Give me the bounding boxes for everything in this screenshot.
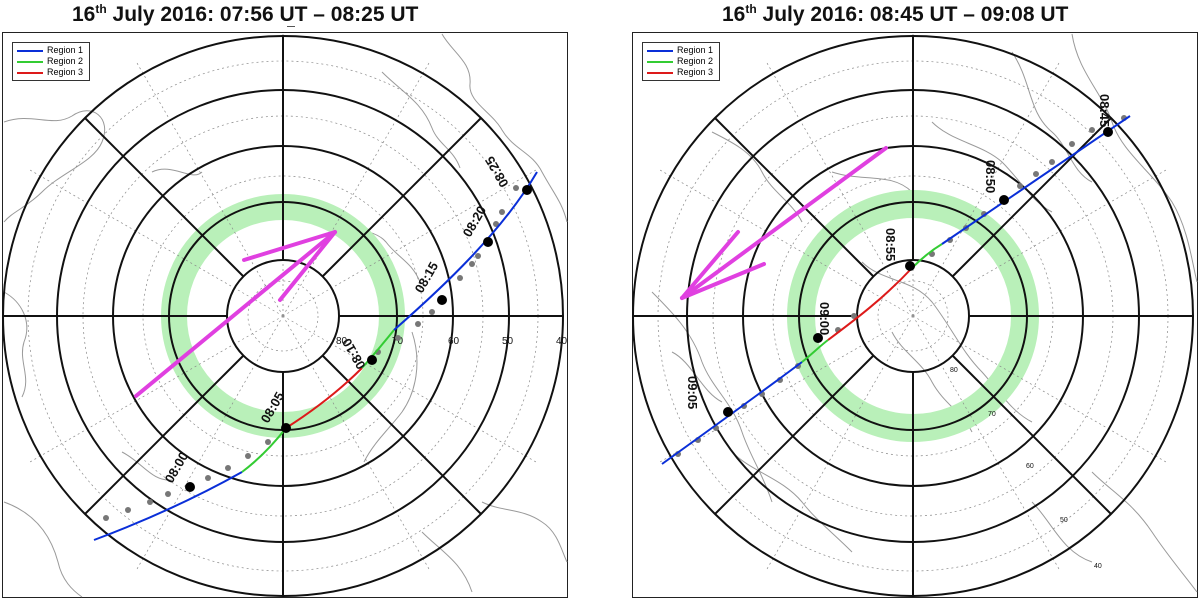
- latitude-labels: 80 70 60 50 40: [336, 336, 568, 347]
- flow-arrow: [134, 230, 337, 398]
- track-region2-south: [801, 339, 829, 363]
- svg-text:50: 50: [502, 336, 514, 347]
- left-panel-title: 16th July 2016: 07:56 UT – 08:25 UT: [72, 2, 419, 26]
- track-region1-south: [93, 471, 243, 541]
- track-region1-south: [661, 361, 803, 465]
- grid-spokes: [3, 36, 563, 596]
- legend-swatch: [647, 60, 673, 63]
- svg-text:60: 60: [448, 336, 460, 347]
- track-region3: [285, 367, 363, 429]
- time-label-0905: 09:05: [685, 376, 700, 409]
- legend-swatch: [17, 49, 43, 52]
- latitude-labels: 80 70 60 50 40: [950, 367, 1102, 570]
- left-polar-plot: 80 70 60 50 40 08:00 08:05 08:10 08:15 0…: [2, 32, 568, 598]
- right-panel-title: 16th July 2016: 08:45 UT – 09:08 UT: [722, 2, 1069, 26]
- track-region3: [827, 267, 913, 341]
- time-label-0900: 09:00: [817, 302, 832, 335]
- legend-swatch: [647, 71, 673, 74]
- legend-item-region2: Region 2: [17, 56, 83, 67]
- svg-text:40: 40: [1094, 563, 1102, 570]
- title-tick: [287, 26, 295, 27]
- svg-text:50: 50: [1060, 517, 1068, 524]
- legend-item-region1: Region 1: [17, 45, 83, 56]
- svg-text:60: 60: [1026, 463, 1034, 470]
- time-label-0855: 08:55: [883, 228, 898, 261]
- svg-text:40: 40: [556, 336, 568, 347]
- legend-swatch: [17, 71, 43, 74]
- time-markers: [723, 127, 1113, 417]
- svg-text:80: 80: [336, 336, 348, 347]
- time-label-0850: 08:50: [983, 160, 998, 193]
- coastlines: [651, 33, 1198, 593]
- track-region1-north: [393, 171, 538, 331]
- track-region2-north: [361, 329, 395, 369]
- legend-item-region1: Region 1: [647, 45, 713, 56]
- svg-text:80: 80: [950, 367, 958, 374]
- right-polar-plot: 80 70 60 50 40 08:45 08:50 08:55 09:00 0…: [632, 32, 1198, 598]
- svg-text:70: 70: [392, 336, 404, 347]
- sample-dots: [103, 185, 519, 521]
- flow-arrow: [680, 146, 888, 300]
- time-label-0845: 08:45: [1097, 94, 1112, 127]
- coastlines: [3, 33, 568, 598]
- legend-swatch: [647, 49, 673, 52]
- grid-spokes: [633, 36, 1193, 596]
- legend-item-region3: Region 3: [647, 67, 713, 78]
- svg-text:70: 70: [988, 411, 996, 418]
- legend-item-region2: Region 2: [647, 56, 713, 67]
- legend-swatch: [17, 60, 43, 63]
- legend-item-region3: Region 3: [17, 67, 83, 78]
- time-labels: 08:45 08:50 08:55 09:00 09:05: [685, 94, 1112, 409]
- time-markers: [185, 185, 532, 492]
- left-legend: Region 1 Region 2 Region 3: [12, 42, 91, 81]
- track-region2-south: [241, 427, 287, 473]
- right-legend: Region 1 Region 2 Region 3: [642, 42, 721, 81]
